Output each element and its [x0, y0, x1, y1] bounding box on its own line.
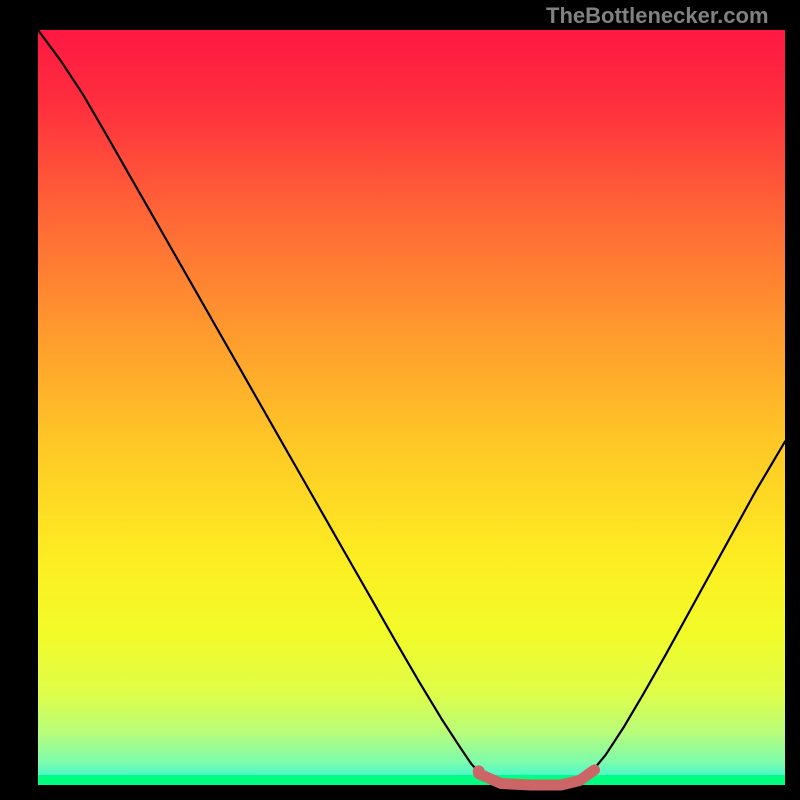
bottleneck-curve-svg [0, 0, 800, 800]
chart-container: TheBottlenecker.com [0, 0, 800, 800]
bottleneck-curve [38, 30, 785, 785]
highlight-start-dot [473, 765, 485, 777]
optimal-range-highlight [479, 770, 595, 785]
